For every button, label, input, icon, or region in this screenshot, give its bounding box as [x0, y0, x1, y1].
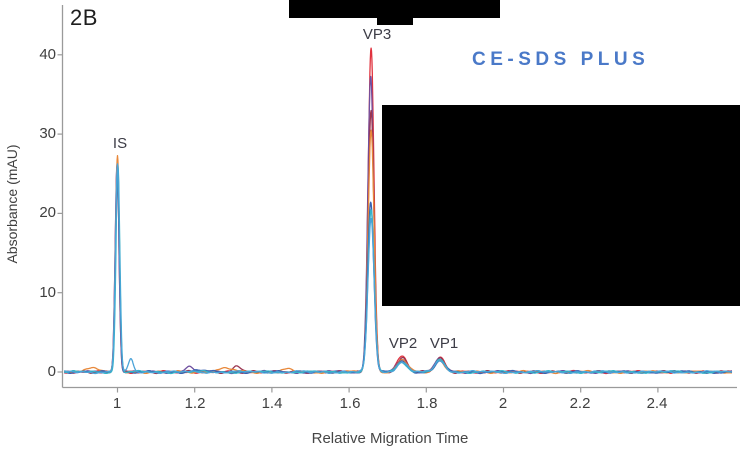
x-axis-title: Relative Migration Time: [311, 430, 469, 447]
xtick-1-2: 1.2: [184, 395, 206, 412]
xtick-2-0: 2: [498, 395, 508, 412]
redaction-right-box: [382, 105, 740, 306]
trace-run-lightblue: [63, 163, 733, 375]
watermark-ce-sds-plus: CE-SDS PLUS: [472, 49, 650, 70]
panel-label: 2B: [70, 5, 98, 30]
axes: [61, 5, 737, 389]
redaction-top-tab: [377, 0, 413, 25]
peak-label-vp3: VP3: [362, 26, 392, 43]
tick-marks: [57, 54, 659, 393]
peak-label-is: IS: [112, 135, 128, 152]
y-axis-title: Absorbance (mAU): [4, 144, 20, 264]
xtick-1-0: 1: [112, 395, 122, 412]
ytick-0: 0: [47, 363, 56, 380]
ytick-30: 30: [39, 125, 56, 142]
xtick-1-6: 1.6: [339, 395, 361, 412]
ytick-40: 40: [39, 46, 56, 63]
ytick-10: 10: [39, 284, 56, 301]
xtick-2-4: 2.4: [646, 395, 668, 412]
xtick-1-4: 1.4: [261, 395, 283, 412]
xtick-2-2: 2.2: [569, 395, 591, 412]
trace-group: [63, 47, 733, 375]
ytick-20: 20: [39, 204, 56, 221]
xtick-1-8: 1.8: [416, 395, 438, 412]
peak-label-vp2: VP2: [388, 335, 418, 352]
peak-label-vp1: VP1: [429, 335, 459, 352]
